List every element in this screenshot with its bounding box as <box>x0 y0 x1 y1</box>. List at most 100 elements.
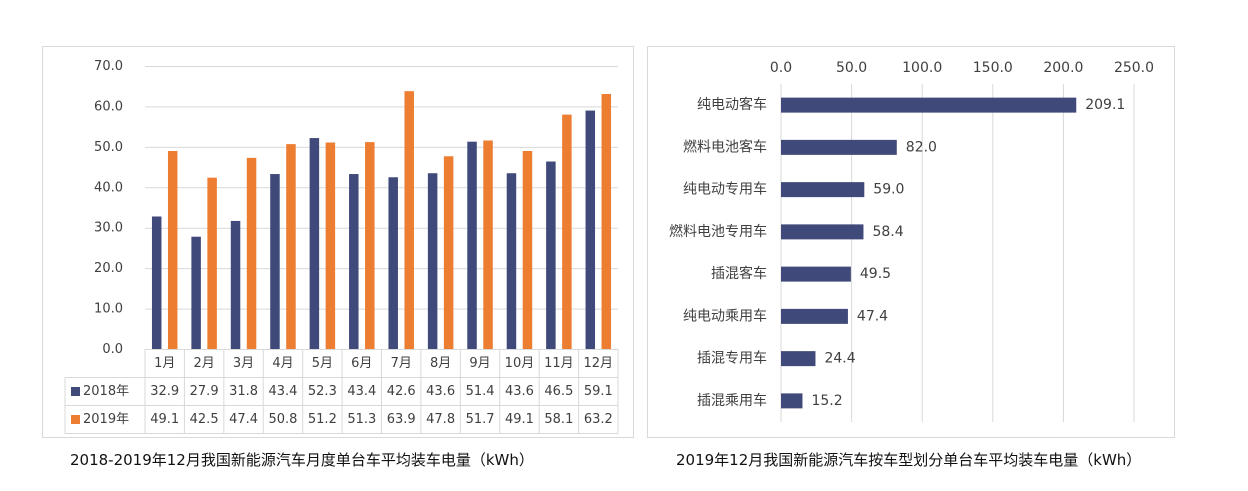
x-category-label: 7月 <box>391 356 412 371</box>
bar-2018 <box>585 110 596 350</box>
table-value: 59.1 <box>584 384 613 399</box>
x-category-label: 6月 <box>351 356 372 371</box>
bar-data-label: 24.4 <box>824 351 855 367</box>
bar-2018 <box>506 173 517 350</box>
y-tick-label: 30.0 <box>94 221 123 236</box>
y-tick-label: 70.0 <box>94 59 123 74</box>
y-category-label: 纯电动客车 <box>697 96 767 113</box>
monthly-chart-panel: 0.0 10.0 20.0 30.0 40.0 50.0 60.0 70.0 1月 2月 3月 4月 5… <box>42 46 634 438</box>
table-value: 43.6 <box>426 384 455 399</box>
table-value: 51.4 <box>466 384 495 399</box>
table-value: 43.4 <box>347 384 376 399</box>
table-value: 52.3 <box>308 384 337 399</box>
y-category-label: 燃料电池客车 <box>683 138 767 155</box>
x-category-label: 10月 <box>505 356 535 371</box>
y-tick-label: 10.0 <box>94 302 123 317</box>
bar-data-label: 82.0 <box>906 139 937 155</box>
bar-2018 <box>270 174 280 350</box>
bar-data-label: 209.1 <box>1085 97 1125 113</box>
table-value: 47.4 <box>229 412 258 427</box>
bar-2019 <box>404 91 414 350</box>
x-category-label: 1月 <box>154 356 175 371</box>
bar-value <box>781 393 803 409</box>
bar-2019 <box>286 144 296 350</box>
table-value: 31.8 <box>229 384 258 399</box>
y-category-label: 燃料电池专用车 <box>669 223 767 240</box>
x-category-label: 11月 <box>544 356 574 371</box>
y-category-label: 纯电动专用车 <box>683 181 767 198</box>
bar-2019 <box>167 150 178 350</box>
bar-data-label: 15.2 <box>811 393 842 409</box>
bar-2018 <box>349 174 359 350</box>
bar-value <box>781 308 848 324</box>
bar-2018 <box>467 141 477 350</box>
vehicle-type-chart-panel: 0.0 50.0 100.0 150.0 200.0 250.0 纯电动客车 209.1 燃料电… <box>647 46 1175 438</box>
table-value: 43.6 <box>505 384 534 399</box>
bar-data-label: 47.4 <box>857 308 888 324</box>
table-value: 47.8 <box>426 412 455 427</box>
table-value: 43.4 <box>268 384 297 399</box>
x-tick-label: 0.0 <box>770 60 792 76</box>
table-value: 46.5 <box>544 384 573 399</box>
monthly-chart-caption: 2018-2019年12月我国新能源汽车月度单台车平均装车电量（kWh） <box>70 451 534 469</box>
x-category-label: 5月 <box>312 356 333 371</box>
y-category-label: 插混客车 <box>711 265 767 282</box>
vehicle-type-bar-chart: 0.0 50.0 100.0 150.0 200.0 250.0 纯电动客车 209.1 燃料电… <box>669 60 1154 422</box>
bar-2018 <box>191 236 201 350</box>
table-value: 63.9 <box>387 412 416 427</box>
bar-2019 <box>443 156 454 350</box>
x-tick-label: 200.0 <box>1043 60 1083 76</box>
bar-2018 <box>546 161 556 350</box>
bar-2018 <box>151 216 162 350</box>
bar-data-label: 49.5 <box>860 266 891 282</box>
bar-value <box>781 351 816 367</box>
bar-2019 <box>365 142 375 350</box>
y-tick-label: 60.0 <box>94 99 123 114</box>
x-category-label: 8月 <box>430 356 451 371</box>
bar-2019 <box>522 150 533 350</box>
legend-swatch <box>71 415 80 424</box>
x-category-label: 2月 <box>193 356 214 371</box>
table-value: 51.2 <box>308 412 337 427</box>
table-value: 58.1 <box>544 412 573 427</box>
bar-2018 <box>230 220 241 350</box>
vehicle-type-chart-caption: 2019年12月我国新能源汽车按车型划分单台车平均装车电量（kWh） <box>676 451 1142 469</box>
legend-swatch <box>71 387 80 396</box>
y-category-label: 纯电动乘用车 <box>683 307 767 324</box>
x-category-label: 9月 <box>469 356 490 371</box>
table-value: 63.2 <box>584 412 613 427</box>
x-category-label: 4月 <box>272 356 293 371</box>
table-value: 50.8 <box>268 412 297 427</box>
monthly-bar-chart: 0.0 10.0 20.0 30.0 40.0 50.0 60.0 70.0 1月 2月 3月 4月 5… <box>64 59 619 434</box>
x-category-label: 12月 <box>584 356 614 371</box>
y-tick-label: 0.0 <box>102 342 123 357</box>
bar-value <box>781 139 897 155</box>
x-tick-label: 50.0 <box>836 60 867 76</box>
y-tick-label: 20.0 <box>94 261 123 276</box>
table-value: 32.9 <box>150 384 179 399</box>
legend-label: 2019年 <box>83 412 129 427</box>
bar-2019 <box>207 177 217 350</box>
x-category-label: 3月 <box>233 356 254 371</box>
table-value: 51.7 <box>466 412 495 427</box>
x-tick-label: 150.0 <box>973 60 1013 76</box>
x-tick-label: 250.0 <box>1114 60 1154 76</box>
bar-2019 <box>246 157 257 350</box>
table-value: 49.1 <box>150 412 179 427</box>
bar-2019 <box>325 142 336 350</box>
bar-2018 <box>309 138 320 350</box>
bar-value <box>781 224 864 240</box>
bar-2018 <box>427 173 438 350</box>
y-tick-label: 40.0 <box>94 180 123 195</box>
bar-2018 <box>388 177 398 350</box>
x-tick-label: 100.0 <box>902 60 942 76</box>
legend-label: 2018年 <box>83 384 129 399</box>
bar-value <box>781 182 865 198</box>
bar-value <box>781 97 1077 113</box>
bar-2019 <box>483 140 493 350</box>
table-value: 42.5 <box>190 412 219 427</box>
table-value: 49.1 <box>505 412 534 427</box>
y-category-label: 插混专用车 <box>697 350 767 367</box>
bar-2019 <box>601 93 612 350</box>
bar-2019 <box>562 114 572 350</box>
